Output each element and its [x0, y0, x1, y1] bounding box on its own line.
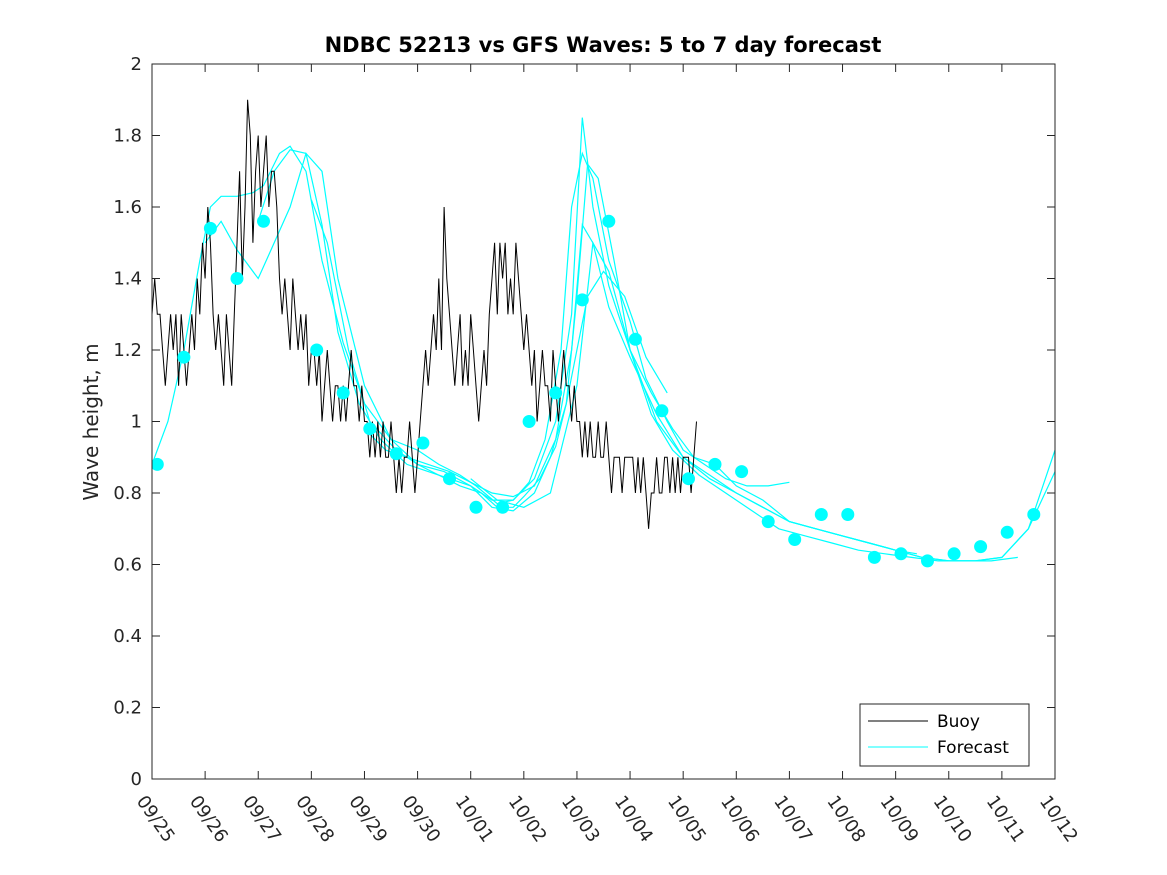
forecast-point: [257, 214, 270, 228]
buoy-series: [152, 99, 697, 529]
legend-box: [859, 703, 1030, 767]
y-axis-label: Wave height, m: [79, 343, 103, 500]
forecast-point: [469, 500, 483, 514]
forecast-point: [708, 457, 722, 471]
y-tick-label: 1.2: [113, 340, 142, 361]
forecast-point: [389, 447, 403, 461]
forecast-point: [522, 415, 536, 428]
forecast-point: [814, 508, 828, 521]
forecast-point: [974, 540, 988, 554]
forecast-point: [867, 550, 881, 564]
legend-buoy-label: Buoy: [937, 712, 980, 732]
forecast-markers: [152, 214, 1041, 568]
forecast-point: [947, 547, 961, 561]
forecast-point: [363, 422, 377, 436]
buoy-line: [152, 99, 697, 529]
forecast-lines: [152, 117, 1055, 562]
forecast-point: [310, 343, 324, 357]
forecast-point: [575, 293, 589, 307]
y-tick-label: 1.6: [113, 197, 142, 218]
forecast-point: [735, 465, 749, 479]
forecast-point: [1000, 525, 1014, 539]
y-tick-label: 1: [131, 412, 142, 433]
forecast-point: [602, 214, 616, 228]
chart-title: NDBC 52213 vs GFS Waves: 5 to 7 day fore…: [325, 33, 882, 57]
forecast-point: [761, 515, 775, 529]
y-tick-label: 1.8: [113, 126, 142, 147]
forecast-point: [496, 500, 510, 514]
forecast-point: [177, 350, 191, 364]
y-tick-label: 0.6: [113, 555, 142, 576]
forecast-point: [203, 221, 217, 235]
forecast-point: [443, 472, 456, 486]
y-tick-label: 0.4: [113, 626, 142, 647]
forecast-point: [628, 332, 642, 346]
forecast-point: [549, 386, 563, 400]
forecast-point: [921, 554, 934, 568]
legend: Buoy Forecast: [859, 703, 1030, 767]
y-tick-label: 0.2: [113, 698, 142, 719]
y-tick-label: 0.8: [113, 483, 142, 504]
forecast-point: [230, 272, 244, 285]
forecast-point: [655, 404, 669, 418]
forecast-point: [788, 533, 802, 546]
legend-forecast-label: Forecast: [937, 738, 1009, 758]
forecast-point: [1027, 508, 1041, 521]
forecast-point: [416, 436, 430, 450]
forecast-line-1: [152, 145, 668, 508]
forecast-point: [682, 472, 695, 486]
forecast-line-4: [310, 117, 1018, 562]
y-tick-label: 1.4: [113, 269, 142, 290]
forecast-point: [841, 508, 855, 521]
forecast-point: [152, 457, 164, 471]
forecast-point: [894, 547, 908, 561]
forecast-point: [336, 386, 350, 400]
y-tick-label: 2: [131, 54, 142, 75]
y-tick-label: 0: [131, 769, 142, 790]
